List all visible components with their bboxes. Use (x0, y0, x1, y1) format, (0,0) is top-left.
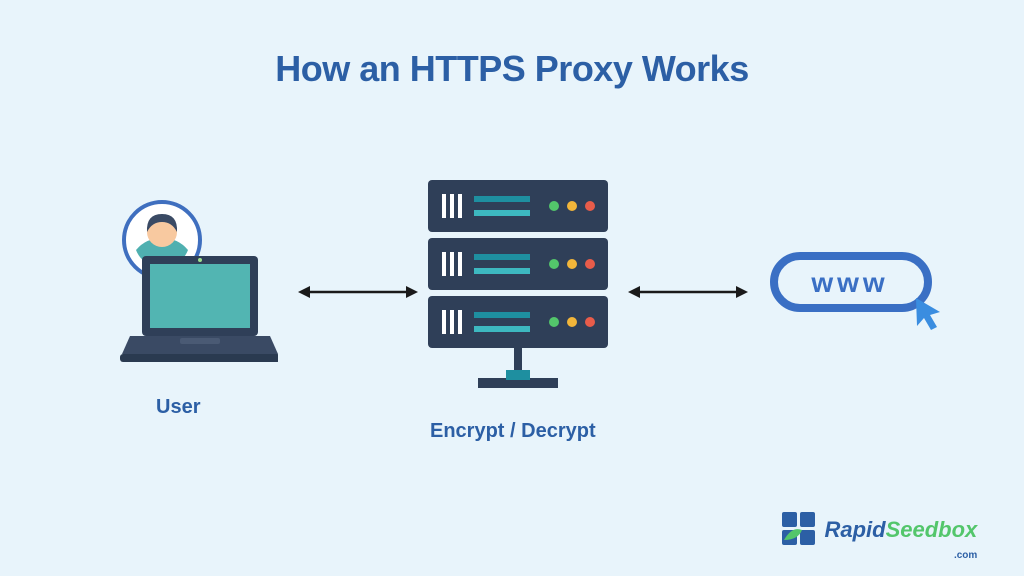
user-node (118, 196, 278, 391)
www-text: www (810, 267, 888, 298)
logo-icon (782, 512, 815, 545)
arrow-user-to-server (298, 280, 418, 309)
server-node (428, 180, 608, 415)
www-node: www (768, 246, 948, 351)
server-label: Encrypt / Decrypt (430, 420, 596, 443)
logo-suffix: .com (780, 550, 977, 561)
cursor-icon (916, 298, 940, 330)
logo-text-2: Seedbox (886, 517, 978, 542)
logo-text-1: Rapid (824, 517, 885, 542)
brand-logo: RapidSeedbox .com (780, 510, 977, 561)
arrow-server-to-www (628, 280, 748, 309)
user-label: User (156, 396, 200, 419)
diagram-title: How an HTTPS Proxy Works (0, 48, 1024, 90)
laptop-icon (120, 256, 278, 362)
